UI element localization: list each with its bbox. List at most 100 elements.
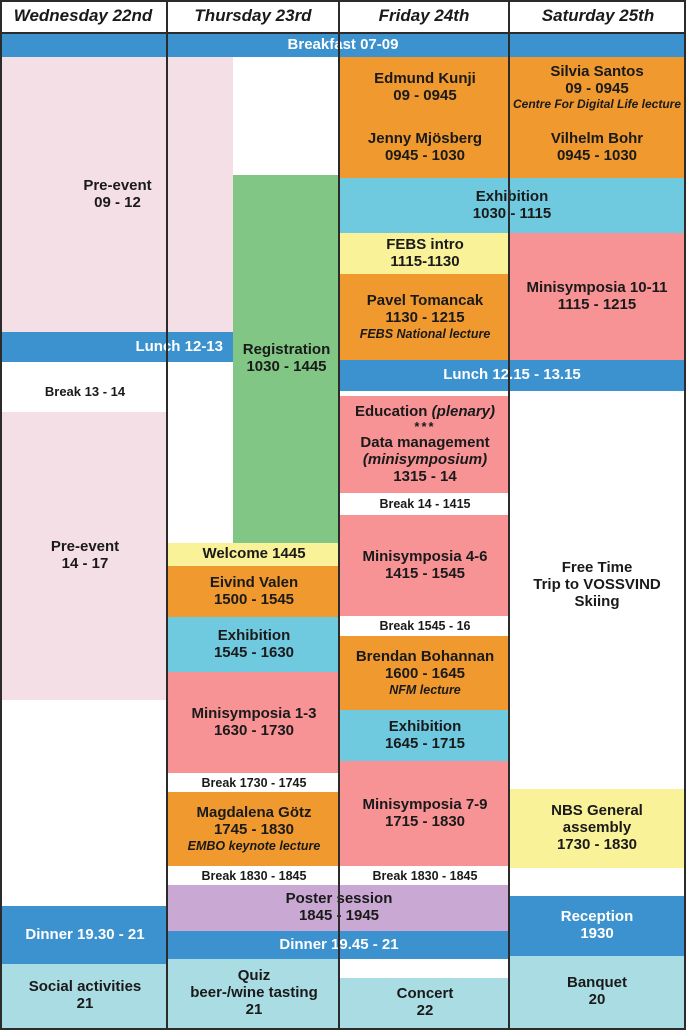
column-divider-fri-sat: [508, 34, 510, 1028]
friday-minisymposia-7-9-time: 1715 - 1830: [384, 812, 466, 830]
friday-pavel-tomancak-time: 1130 - 1215: [385, 309, 465, 326]
thursday-quiz-time: 21: [245, 1000, 263, 1018]
friday-febs-intro-time: 1115-1130: [390, 252, 460, 270]
thursday-registration: Registration 1030 - 1445: [233, 175, 340, 543]
day-header-thursday-label: Thursday 23rd: [194, 6, 312, 26]
day-header-thursday: Thursday 23rd: [168, 0, 340, 32]
friday-education-line: Education (plenary): [342, 402, 508, 421]
friday-brendan-bohannan: Brendan Bohannan 1600 - 1645 NFM lecture: [340, 636, 510, 710]
wednesday-pre-event-afternoon-time: 14 - 17: [61, 555, 109, 572]
friday-education-separator: ***: [414, 419, 436, 435]
day-header-saturday-label: Saturday 25th: [541, 6, 655, 26]
saturday-silvia-santos: Silvia Santos 09 - 0945 Centre For Digit…: [510, 57, 684, 118]
column-divider-thu-fri: [338, 34, 340, 1028]
friday-jenny-mjosberg-time: 0945 - 1030: [384, 147, 466, 164]
friday-saturday-exhibition-morning: Exhibition 1030 - 1115: [340, 178, 684, 233]
friday-pavel-tomancak-note: FEBS National lecture: [359, 326, 491, 341]
friday-concert-title: Concert: [396, 985, 454, 1003]
saturday-silvia-santos-note: Centre For Digital Life lecture: [512, 96, 682, 111]
saturday-free-time-title: Free Time: [561, 559, 633, 577]
wednesday-social-activities-title: Social activities: [28, 978, 142, 996]
breakfast-bar: Breakfast 07-09: [2, 34, 684, 57]
friday-minisymposia-4-6: Minisymposia 4-6 1415 - 1545: [340, 515, 510, 616]
friday-saturday-lunch: Lunch 12.15 - 13.15: [340, 360, 684, 391]
saturday-vilhelm-bohr-time: 0945 - 1030: [556, 147, 638, 164]
saturday-minisymposia-10-11: Minisymposia 10-11 1115 - 1215: [510, 233, 684, 360]
header-bottom-rule: [0, 32, 686, 34]
friday-edmund-kunji: Edmund Kunji 09 - 0945: [340, 57, 510, 118]
wednesday-break-13-14-label: Break 13 - 14: [44, 383, 126, 399]
friday-exhibition-afternoon: Exhibition 1645 - 1715: [340, 710, 510, 761]
friday-febs-intro: FEBS intro 1115-1130: [340, 233, 510, 274]
saturday-silvia-santos-name: Silvia Santos: [550, 62, 644, 80]
thursday-eivind-valen-name: Eivind Valen: [209, 573, 299, 591]
saturday-minisymposia-10-11-time: 1115 - 1215: [557, 295, 637, 313]
friday-break-1830-1845-label: Break 1830 - 1845: [372, 868, 478, 883]
saturday-reception-title: Reception: [560, 908, 634, 926]
friday-brendan-bohannan-time: 1600 - 1645: [384, 665, 466, 682]
thursday-magdalena-gotz: Magdalena Götz 1745 - 1830 EMBO keynote …: [168, 792, 340, 866]
day-header-friday: Friday 24th: [340, 0, 510, 32]
thursday-registration-time: 1030 - 1445: [246, 358, 327, 375]
friday-jenny-mjosberg: Jenny Mjösberg 0945 - 1030: [340, 118, 510, 178]
saturday-nbs-general-assembly-line1: NBS General: [551, 802, 643, 820]
friday-break-14-1415: Break 14 - 1415: [340, 493, 510, 515]
wednesday-dinner-label: Dinner 19.30 - 21: [25, 925, 145, 943]
saturday-silvia-santos-time: 09 - 0945: [565, 79, 629, 97]
saturday-free-time-skiing: Skiing: [574, 592, 620, 610]
wednesday-social-activities-time: 21: [76, 995, 94, 1012]
saturday-banquet-title: Banquet: [567, 974, 627, 992]
friday-jenny-mjosberg-name: Jenny Mjösberg: [367, 130, 483, 148]
wednesday-dinner: Dinner 19.30 - 21: [2, 906, 168, 964]
saturday-reception: Reception 1930: [510, 896, 684, 956]
thursday-exhibition-time: 1545 - 1630: [213, 643, 295, 661]
thursday-welcome-label: Welcome 1445: [202, 545, 306, 563]
thursday-exhibition: Exhibition 1545 - 1630: [168, 617, 340, 672]
day-header-saturday: Saturday 25th: [510, 0, 686, 32]
thursday-quiz: Quiz beer-/wine tasting 21: [168, 959, 340, 1028]
friday-minisymposia-7-9-title: Minisymposia 7-9: [362, 795, 488, 813]
wednesday-lunch-label: Lunch 12-13: [135, 337, 223, 355]
saturday-nbs-general-assembly: NBS General assembly 1730 - 1830: [510, 789, 684, 868]
friday-concert-time: 22: [416, 1002, 434, 1019]
friday-brendan-bohannan-name: Brendan Bohannan: [355, 648, 495, 666]
thursday-magdalena-gotz-name: Magdalena Götz: [196, 804, 312, 822]
wednesday-lunch: Lunch 12-13: [2, 332, 233, 362]
saturday-banquet: Banquet 20: [510, 956, 684, 1028]
friday-minisymposia-4-6-title: Minisymposia 4-6: [362, 547, 488, 565]
friday-exhibition-morning-title: Exhibition: [475, 187, 549, 205]
thursday-magdalena-gotz-note: EMBO keynote lecture: [187, 838, 321, 853]
thursday-break-1830-1845-label: Break 1830 - 1845: [201, 868, 307, 883]
day-header-friday-label: Friday 24th: [378, 6, 470, 26]
friday-edmund-kunji-time: 09 - 0945: [393, 86, 457, 104]
saturday-free-time-trip: Trip to VOSSVIND: [533, 576, 661, 594]
friday-exhibition-afternoon-title: Exhibition: [388, 717, 462, 735]
thursday-magdalena-gotz-time: 1745 - 1830: [213, 821, 295, 838]
friday-pavel-tomancak-name: Pavel Tomancak: [366, 292, 484, 310]
friday-febs-intro-title: FEBS intro: [386, 235, 464, 253]
friday-break-1830-1845: Break 1830 - 1845: [340, 866, 510, 885]
friday-minisymposia-4-6-time: 1415 - 1545: [384, 564, 466, 582]
friday-exhibition-afternoon-time: 1645 - 1715: [384, 734, 466, 752]
saturday-free-time: Free Time Trip to VOSSVIND Skiing: [510, 391, 684, 780]
friday-break-1545-16: Break 1545 - 16: [340, 616, 510, 636]
wednesday-break-13-14: Break 13 - 14: [2, 375, 168, 409]
saturday-vilhelm-bohr-name: Vilhelm Bohr: [550, 130, 644, 148]
saturday-minisymposia-10-11-title: Minisymposia 10-11: [526, 278, 668, 296]
friday-data-management-note: (minisymposium): [362, 450, 488, 468]
thursday-break-1830-1845: Break 1830 - 1845: [168, 866, 340, 885]
thursday-minisymposia-1-3-time: 1630 - 1730: [213, 721, 295, 739]
friday-pavel-tomancak: Pavel Tomancak 1130 - 1215 FEBS National…: [340, 274, 510, 360]
friday-data-management-title: Data management: [360, 433, 490, 451]
thursday-exhibition-title: Exhibition: [217, 626, 291, 644]
column-divider-wed-thu: [166, 34, 168, 1028]
saturday-vilhelm-bohr: Vilhelm Bohr 0945 - 1030: [510, 118, 684, 178]
thursday-break-1730-1745: Break 1730 - 1745: [168, 773, 340, 792]
friday-education-data-management: Education (plenary) *** Data management …: [340, 396, 510, 493]
wednesday-pre-event-morning-time: 09 - 12: [94, 193, 141, 211]
thursday-break-1730-1745-label: Break 1730 - 1745: [201, 775, 307, 790]
friday-exhibition-morning-time: 1030 - 1115: [472, 204, 552, 222]
friday-education-title: Education: [354, 402, 428, 420]
friday-brendan-bohannan-note: NFM lecture: [389, 682, 461, 697]
